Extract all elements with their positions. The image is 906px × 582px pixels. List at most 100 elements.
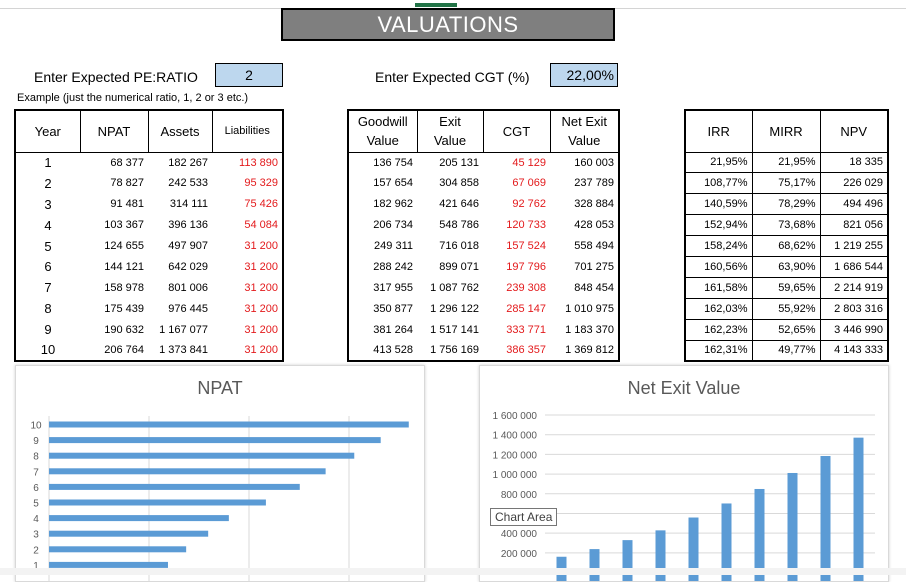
table-cell[interactable]: 1 219 255	[819, 235, 889, 257]
table-cell[interactable]: 31 200	[244, 343, 278, 356]
table-cell[interactable]: 67 069	[512, 177, 546, 190]
table-cell[interactable]: 1 296 122	[430, 302, 479, 315]
table-cell[interactable]: 421 646	[439, 198, 479, 211]
table-cell[interactable]: 386 357	[506, 343, 546, 356]
npat-chart[interactable]: NPAT 1 2 3 4 5 6 7 8 9 10	[15, 365, 425, 582]
table-cell[interactable]: 205 131	[439, 156, 479, 169]
table-cell[interactable]: 317 955	[373, 281, 413, 294]
table-cell[interactable]: 314 111	[169, 198, 208, 211]
table-cell[interactable]: 1 756 169	[430, 343, 479, 356]
table-cell[interactable]: 31 200	[244, 260, 278, 273]
table-cell[interactable]: 120 733	[506, 219, 546, 232]
table-cell[interactable]: 4	[44, 217, 52, 233]
table-cell[interactable]: 249 311	[374, 240, 413, 252]
table-cell[interactable]: 3 446 990	[819, 319, 889, 341]
table-cell[interactable]: 59,65%	[751, 277, 821, 299]
table-cell[interactable]: 45 129	[512, 156, 546, 169]
table-cell[interactable]: 73,68%	[751, 214, 821, 237]
table-cell[interactable]: 18 335	[819, 152, 889, 174]
table-cell[interactable]: 158 978	[104, 281, 144, 294]
table-cell[interactable]: 124 655	[104, 240, 144, 252]
table-cell[interactable]: 381 264	[373, 323, 413, 336]
table-cell[interactable]: 206 764	[104, 343, 144, 356]
table-cell[interactable]: 848 454	[574, 281, 614, 294]
table-cell[interactable]: 10	[40, 342, 56, 358]
cgt-input[interactable]: 22,00%	[550, 63, 618, 87]
table-cell[interactable]: 103 367	[104, 219, 144, 232]
table-cell[interactable]: 9	[44, 322, 52, 338]
table-cell[interactable]: 5	[44, 238, 52, 254]
table-cell[interactable]: 55,92%	[751, 298, 821, 320]
table-cell[interactable]: 396 136	[168, 219, 208, 232]
pe-ratio-input[interactable]: 2	[215, 63, 283, 87]
table-cell[interactable]: 548 786	[439, 219, 479, 232]
table-cell[interactable]: 821 056	[819, 214, 889, 237]
table-cell[interactable]: 49,77%	[751, 340, 821, 362]
table-cell[interactable]: 2 214 919	[819, 277, 889, 299]
table-cell[interactable]: 108,77%	[684, 172, 753, 195]
table-cell[interactable]: 78 827	[110, 177, 144, 190]
table-cell[interactable]: 161,58%	[684, 277, 753, 299]
table-cell[interactable]: 75,17%	[751, 172, 821, 195]
table-cell[interactable]: 162,23%	[684, 319, 753, 341]
table-cell[interactable]: 113 890	[239, 156, 278, 169]
table-cell[interactable]: 413 528	[373, 343, 413, 356]
table-cell[interactable]: 63,90%	[751, 256, 821, 278]
table-cell[interactable]: 157 654	[373, 177, 413, 190]
table-cell[interactable]: 1 517 141	[430, 323, 479, 336]
table-cell[interactable]: 8	[44, 301, 52, 317]
table-cell[interactable]: 2	[44, 175, 52, 191]
table-cell[interactable]: 197 796	[506, 260, 546, 273]
table-cell[interactable]: 158,24%	[684, 235, 753, 257]
table-cell[interactable]: 6	[44, 259, 52, 275]
table-cell[interactable]: 175 439	[104, 302, 144, 315]
table-cell[interactable]: 4 143 333	[819, 340, 889, 362]
table-cell[interactable]: 304 858	[439, 177, 479, 190]
table-cell[interactable]: 350 877	[373, 302, 413, 315]
table-cell[interactable]: 95 329	[244, 177, 278, 190]
table-cell[interactable]: 1	[44, 155, 52, 171]
table-cell[interactable]: 701 275	[574, 260, 614, 273]
table-cell[interactable]: 242 533	[168, 177, 208, 190]
table-cell[interactable]: 226 029	[819, 172, 889, 195]
table-cell[interactable]: 162,03%	[684, 298, 753, 320]
table-cell[interactable]: 157 524	[506, 240, 546, 252]
table-cell[interactable]: 285 147	[506, 302, 546, 315]
table-cell[interactable]: 160,56%	[684, 256, 753, 278]
table-cell[interactable]: 3	[44, 196, 52, 212]
table-cell[interactable]: 1 369 812	[565, 343, 614, 356]
table-cell[interactable]: 328 884	[574, 198, 614, 211]
table-cell[interactable]: 31 200	[244, 302, 278, 315]
table-cell[interactable]: 31 200	[244, 323, 278, 336]
table-cell[interactable]: 190 632	[104, 323, 144, 336]
table-cell[interactable]: 1 167 077	[159, 323, 208, 336]
table-cell[interactable]: 2 803 316	[819, 298, 889, 320]
table-cell[interactable]: 21,95%	[751, 152, 821, 174]
table-cell[interactable]: 182 962	[373, 198, 413, 211]
table-cell[interactable]: 558 494	[574, 240, 614, 252]
table-cell[interactable]: 68,62%	[751, 235, 821, 257]
table-cell[interactable]: 237 789	[574, 177, 614, 190]
table-cell[interactable]: 288 242	[373, 260, 413, 273]
table-cell[interactable]: 333 771	[506, 323, 546, 336]
table-cell[interactable]: 162,31%	[684, 340, 753, 362]
table-cell[interactable]: 52,65%	[751, 319, 821, 341]
table-cell[interactable]: 92 762	[512, 198, 546, 211]
table-cell[interactable]: 54 084	[244, 219, 278, 232]
table-cell[interactable]: 1 686 544	[819, 256, 889, 278]
table-cell[interactable]: 182 267	[168, 156, 208, 169]
table-cell[interactable]: 642 029	[168, 260, 208, 273]
table-cell[interactable]: 976 445	[168, 302, 208, 315]
table-cell[interactable]: 91 481	[110, 198, 144, 211]
table-cell[interactable]: 75 426	[244, 198, 278, 211]
table-cell[interactable]: 1 010 975	[565, 302, 614, 315]
table-cell[interactable]: 428 053	[574, 219, 614, 232]
table-cell[interactable]: 7	[44, 280, 52, 296]
table-cell[interactable]: 21,95%	[684, 152, 753, 174]
table-cell[interactable]: 160 003	[574, 156, 614, 169]
table-cell[interactable]: 78,29%	[751, 193, 821, 216]
table-cell[interactable]: 31 200	[244, 240, 278, 252]
table-cell[interactable]: 206 734	[373, 219, 413, 232]
table-cell[interactable]: 801 006	[168, 281, 208, 294]
